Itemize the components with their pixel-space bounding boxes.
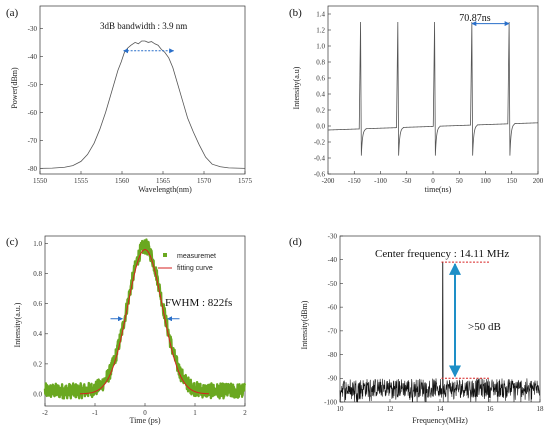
panel-b-ytick-label: 1.4 — [316, 10, 325, 18]
panel-c: (c) -2 -1 0 1 2 0.0 0.2 0.4 0.6 0.8 1.0 measuremet… — [6, 235, 247, 425]
panel-a-bandwidth-annotation: 3dB bandwidth : 3.9 nm — [100, 21, 187, 31]
panel-c-fitting-curve — [79, 249, 210, 395]
panel-a-ytick-label: -50 — [28, 81, 38, 89]
panel-b-label: (b) — [289, 7, 302, 19]
panel-b-xtick-label: -200 — [322, 177, 335, 185]
panel-b-pulse-train-line — [327, 21, 539, 156]
panel-b-ytick-label: 0.8 — [316, 58, 325, 66]
panel-b-xlabel: time(ns) — [425, 185, 452, 194]
panel-d-ytick-label: -70 — [328, 327, 338, 335]
panel-c-xtick-label: -2 — [42, 409, 48, 417]
panel-c-xtick-label: -1 — [92, 409, 98, 417]
panel-b-period-annotation: 70.87ns — [459, 13, 491, 24]
panel-b-ytick-label: 0.2 — [316, 106, 325, 114]
panel-a-xtick-label: 1575 — [238, 177, 253, 185]
panel-b-axes: -200 -150 -100 -50 0 50 100 150 200 -0.6 -0.4 -0.2 0… — [314, 5, 544, 185]
panel-d-ytick-label: -60 — [328, 304, 338, 312]
panel-b-xtick-label: 0 — [431, 177, 435, 185]
panel-d-xtick-label: 16 — [487, 405, 495, 413]
panel-a-xlabel: Wavelength(nm) — [138, 185, 192, 194]
panel-a-xtick-label: 1555 — [74, 177, 89, 185]
panel-d-rf-spectrum-line — [339, 261, 541, 403]
panel-a-xtick-label: 1550 — [33, 177, 48, 185]
legend-measured-label: measuremet — [177, 253, 216, 260]
panel-d-ytick-label: -50 — [328, 280, 338, 288]
panel-b-ytick-label: 0.0 — [316, 122, 325, 130]
panel-a-axes: 1550 1555 1560 1565 1570 1575 -80 -70 -60 -50 -40 -… — [28, 5, 253, 185]
panel-c-ytick-label: 0.2 — [33, 360, 42, 368]
panel-c-xtick-label: 0 — [143, 409, 147, 417]
panel-d-xtick-label: 10 — [337, 405, 345, 413]
panel-b-xtick-label: 100 — [480, 177, 491, 185]
panel-d-ytick-label: -40 — [328, 256, 338, 264]
panel-c-ytick-label: 0.8 — [33, 270, 42, 278]
panel-b-ytick-label: -0.2 — [314, 138, 326, 146]
legend-measured-marker — [163, 253, 167, 257]
panel-d-xtick-label: 14 — [437, 405, 445, 413]
panel-d-xlabel: Frequency(MHz) — [412, 416, 468, 425]
panel-d-ytick-label: -30 — [328, 232, 338, 240]
panel-c-legend: measuremet fitting curve — [158, 253, 216, 272]
panel-b-ytick-label: 0.4 — [316, 90, 325, 98]
panel-d: (d) 10 12 14 16 18-100-90-80-70-60-50-40-30 … — [289, 232, 544, 425]
panel-c-xtick-label: 2 — [243, 409, 247, 417]
panel-a-xtick-label: 1570 — [197, 177, 212, 185]
panel-c-measured-series — [43, 238, 246, 400]
panel-b-xtick-label: -150 — [348, 177, 361, 185]
legend-fit-label: fitting curve — [177, 265, 213, 272]
panel-a-ytick-label: -80 — [28, 165, 38, 173]
panel-d-label: (d) — [289, 236, 302, 248]
panel-b-ylabel: Intensity(a.u) — [292, 66, 301, 109]
panel-a: (a) 1550 1555 1560 1565 1570 1575 -80 -70 -60 -50… — [6, 5, 253, 194]
panel-c-xtick-label: 1 — [193, 409, 197, 417]
panel-c-fwhm-annotation: FWHM : 822fs — [165, 297, 232, 309]
panel-b-ytick-label: 1.0 — [316, 42, 325, 50]
panel-b: (b) -200 -150 -100 -50 0 50 100 150 200-0.6-0.4-… — [289, 5, 544, 194]
panel-b-ytick-label: -0.4 — [314, 154, 326, 162]
panel-a-ytick-label: -30 — [28, 25, 38, 33]
panel-a-xtick-label: 1560 — [115, 177, 130, 185]
panel-b-xtick-label: 150 — [507, 177, 518, 185]
panel-c-frame — [44, 235, 246, 407]
panel-a-spectrum-line — [39, 40, 246, 169]
panel-a-ytick-label: -60 — [28, 109, 38, 117]
panel-c-ytick-label: 0.0 — [33, 390, 42, 398]
panel-d-ylabel: Intensity(dBm) — [300, 300, 309, 349]
panel-c-ytick-label: 0.4 — [33, 330, 42, 338]
panel-b-ytick-label: -0.6 — [314, 170, 326, 178]
panel-d-ytick-label: -90 — [328, 375, 338, 383]
panel-a-ytick-label: -70 — [28, 137, 38, 145]
panel-b-xtick-label: 50 — [456, 177, 464, 185]
panel-a-frame — [39, 5, 246, 175]
panel-d-frame — [339, 235, 541, 403]
panel-d-xtick-label: 12 — [387, 405, 395, 413]
panel-c-ylabel: Intensity(a.u.) — [13, 302, 22, 347]
panel-c-label: (c) — [6, 236, 19, 248]
panel-d-snr-annotation: >50 dB — [468, 321, 501, 333]
panel-b-ytick-label: 1.2 — [316, 26, 325, 34]
panel-b-ytick-label: 0.6 — [316, 74, 325, 82]
panel-b-xtick-label: 200 — [533, 177, 544, 185]
panel-d-center-frequency-annotation: Center frequency : 14.11 MHz — [375, 248, 509, 260]
panel-d-axes: 10 12 14 16 18 -100 -90 -80 -70 -60 -50 -40 -30 — [324, 232, 544, 413]
panel-a-ylabel: Power(dBm) — [10, 67, 19, 109]
panel-a-ytick-label: -40 — [28, 53, 38, 61]
panel-d-ytick-label: -80 — [328, 351, 338, 359]
panel-d-xtick-label: 18 — [537, 405, 545, 413]
panel-a-label: (a) — [6, 7, 19, 19]
panel-a-xtick-label: 1565 — [156, 177, 171, 185]
panel-d-ytick-label: -100 — [324, 398, 337, 406]
panel-c-xlabel: Time (ps) — [129, 416, 160, 425]
panel-c-ytick-label: 1.0 — [33, 240, 42, 248]
panel-b-xtick-label: -100 — [374, 177, 387, 185]
panel-b-xtick-label: -50 — [402, 177, 412, 185]
panel-c-ytick-label: 0.6 — [33, 300, 42, 308]
panel-c-axes: -2 -1 0 1 2 0.0 0.2 0.4 0.6 0.8 1.0 — [33, 235, 247, 417]
